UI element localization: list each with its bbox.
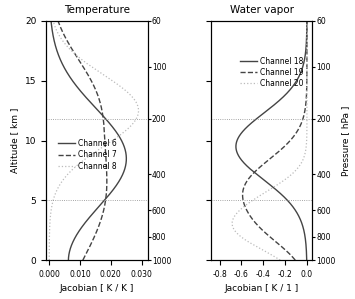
Channel 8 <box>47 258 51 262</box>
Channel 7 <box>104 161 108 165</box>
Channel 20 <box>305 72 309 75</box>
Channel 6 <box>82 94 87 98</box>
Channel 20 <box>237 234 242 237</box>
Channel 19 <box>273 153 277 157</box>
Line: Channel 6: Channel 6 <box>51 21 126 260</box>
Channel 18 <box>242 161 246 165</box>
Channel 20 <box>299 161 303 165</box>
Channel 8 <box>93 68 97 71</box>
Channel 19 <box>293 258 297 262</box>
Channel 19 <box>304 94 308 98</box>
Line: Channel 7: Channel 7 <box>58 21 107 260</box>
Channel 7 <box>96 94 100 98</box>
Channel 8 <box>129 94 133 98</box>
Channel 19 <box>305 72 309 75</box>
Channel 7 <box>56 19 60 23</box>
Channel 19 <box>262 161 267 165</box>
Channel 20 <box>302 153 307 157</box>
Channel 18 <box>236 153 240 157</box>
Y-axis label: Altitude [ km ]: Altitude [ km ] <box>10 108 20 173</box>
Channel 20 <box>305 68 309 71</box>
Channel 6 <box>74 234 78 237</box>
Title: Water vapor: Water vapor <box>230 4 294 15</box>
Channel 8 <box>89 153 93 157</box>
Channel 19 <box>305 19 309 23</box>
Line: Channel 20: Channel 20 <box>232 21 307 260</box>
Channel 8 <box>51 19 55 23</box>
Title: Temperature: Temperature <box>64 4 130 15</box>
Channel 8 <box>47 234 51 237</box>
Channel 7 <box>83 68 87 71</box>
X-axis label: Jacobian [ K / K ]: Jacobian [ K / K ] <box>60 284 134 293</box>
Line: Channel 19: Channel 19 <box>242 21 307 260</box>
Channel 18 <box>282 94 286 98</box>
Channel 6 <box>124 153 128 157</box>
Channel 8 <box>99 72 104 75</box>
Channel 6 <box>66 72 70 75</box>
Channel 7 <box>93 234 97 237</box>
Channel 20 <box>305 94 309 98</box>
Channel 18 <box>300 68 304 71</box>
Channel 6 <box>49 19 53 23</box>
Channel 18 <box>305 19 309 23</box>
Channel 6 <box>63 68 67 71</box>
Channel 19 <box>305 68 309 71</box>
Channel 18 <box>303 234 307 237</box>
Channel 7 <box>85 72 89 75</box>
Line: Channel 18: Channel 18 <box>236 21 307 260</box>
Channel 6 <box>124 161 128 165</box>
Channel 20 <box>278 258 282 262</box>
Channel 18 <box>298 72 302 75</box>
Legend: Channel 18, Channel 19, Channel 20: Channel 18, Channel 19, Channel 20 <box>237 54 307 91</box>
Channel 8 <box>77 161 82 165</box>
Channel 6 <box>66 258 71 262</box>
Channel 20 <box>305 19 309 23</box>
Y-axis label: Pressure [ hPa ]: Pressure [ hPa ] <box>342 105 350 176</box>
Legend: Channel 6, Channel 7, Channel 8: Channel 6, Channel 7, Channel 8 <box>55 136 120 174</box>
Channel 7 <box>81 258 85 262</box>
Channel 18 <box>305 258 309 262</box>
X-axis label: Jacobian [ K / 1 ]: Jacobian [ K / 1 ] <box>224 284 299 293</box>
Channel 19 <box>267 234 271 237</box>
Channel 7 <box>104 153 108 157</box>
Line: Channel 8: Channel 8 <box>49 21 138 260</box>
